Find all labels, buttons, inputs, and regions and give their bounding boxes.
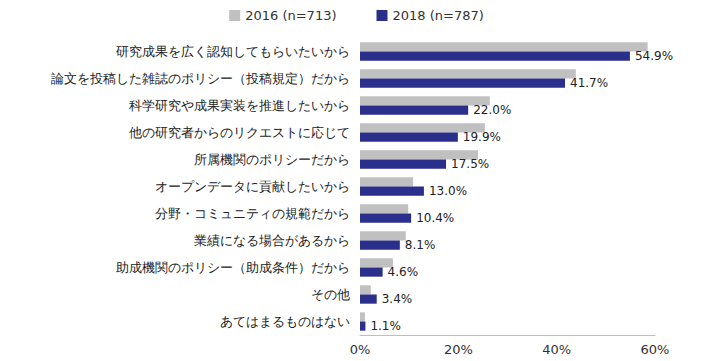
svg-text:41.7%: 41.7%: [570, 76, 608, 90]
svg-text:助成機関のポリシー（助成条件）だから: 助成機関のポリシー（助成条件）だから: [116, 260, 350, 275]
svg-text:4.6%: 4.6%: [388, 265, 419, 279]
svg-text:22.0%: 22.0%: [473, 103, 511, 117]
svg-text:2016 (n=713): 2016 (n=713): [245, 8, 336, 23]
svg-text:19.9%: 19.9%: [463, 130, 501, 144]
svg-text:10.4%: 10.4%: [416, 211, 454, 225]
svg-text:研究成果を広く認知してもらいたいから: 研究成果を広く認知してもらいたいから: [116, 44, 350, 59]
svg-text:54.9%: 54.9%: [635, 49, 673, 63]
svg-text:2018 (n=787): 2018 (n=787): [393, 8, 484, 23]
svg-text:科学研究や成果実装を推進したいから: 科学研究や成果実装を推進したいから: [129, 98, 350, 113]
svg-text:17.5%: 17.5%: [451, 157, 489, 171]
svg-text:論文を投稿した雑誌のポリシー（投稿規定）だから: 論文を投稿した雑誌のポリシー（投稿規定）だから: [51, 71, 350, 86]
svg-text:1.1%: 1.1%: [370, 319, 401, 333]
svg-text:40%: 40%: [542, 342, 571, 357]
svg-text:分野・コミュニティの規範だから: 分野・コミュニティの規範だから: [155, 206, 350, 221]
svg-text:あてはまるものはない: あてはまるものはない: [220, 314, 350, 329]
svg-text:3.4%: 3.4%: [382, 292, 413, 306]
svg-text:その他: その他: [311, 287, 350, 302]
svg-text:所属機関のポリシーだから: 所属機関のポリシーだから: [194, 152, 350, 167]
svg-text:60%: 60%: [641, 342, 670, 357]
svg-text:13.0%: 13.0%: [429, 184, 467, 198]
svg-text:業績になる場合があるから: 業績になる場合があるから: [194, 233, 350, 248]
svg-text:0%: 0%: [350, 342, 371, 357]
svg-text:20%: 20%: [444, 342, 473, 357]
svg-text:8.1%: 8.1%: [405, 238, 436, 252]
svg-text:オープンデータに貢献したいから: オープンデータに貢献したいから: [155, 179, 350, 194]
svg-text:他の研究者からのリクエストに応じて: 他の研究者からのリクエストに応じて: [129, 125, 350, 140]
